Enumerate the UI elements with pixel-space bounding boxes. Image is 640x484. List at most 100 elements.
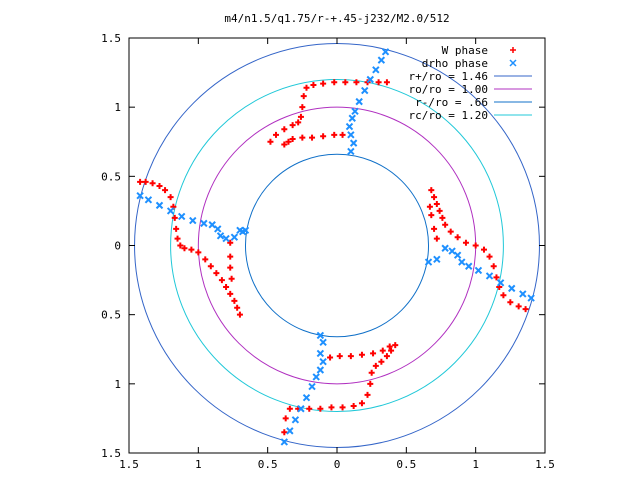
series-1-point [308, 382, 316, 391]
series-1-point [230, 233, 239, 241]
series-0-point [213, 270, 220, 277]
series-0-point [454, 234, 461, 241]
series-0-point [364, 391, 371, 398]
series-0-point [267, 138, 274, 145]
series-0-point [320, 133, 327, 140]
series-0-point [218, 277, 225, 284]
series-1-point [485, 272, 494, 280]
x-tick-label: 0 [334, 458, 341, 471]
series-1-point [465, 262, 473, 270]
series-0-point [202, 256, 209, 263]
series-0-point [309, 134, 316, 141]
series-0-point [383, 79, 390, 86]
series-1-point [177, 212, 186, 221]
series-0-point [162, 187, 169, 194]
series-1-point [297, 405, 305, 413]
series-0-point [281, 141, 288, 148]
series-1-point [189, 216, 197, 225]
series-0-point [379, 347, 386, 354]
series-1-point [458, 258, 466, 266]
series-0-point [515, 303, 522, 310]
series-0-point [207, 263, 214, 270]
legend-marker [510, 47, 516, 53]
series-0-point [227, 253, 234, 260]
series-1-point [372, 66, 380, 74]
series-0-point [285, 138, 292, 145]
series-0-point [289, 122, 296, 129]
series-0-point [303, 84, 310, 91]
series-0-point [378, 358, 385, 365]
circle-3 [170, 79, 504, 412]
series-0-point [331, 131, 338, 138]
series-1-point [316, 349, 325, 358]
series-0-point [281, 126, 288, 133]
series-0-point [167, 194, 174, 201]
series-1-point [433, 255, 441, 264]
series-0-point [386, 343, 393, 350]
series-0-point [439, 214, 446, 221]
series-0-point [431, 225, 438, 232]
series-0-point [500, 292, 507, 299]
series-1-point [347, 147, 355, 156]
series-1-point [316, 331, 325, 340]
series-1-point [351, 107, 359, 116]
series-0-point [299, 134, 306, 141]
series-1-point [348, 114, 356, 122]
series-0-point [493, 274, 500, 281]
series-0-point [442, 221, 449, 228]
series-0-point [367, 380, 374, 387]
series-0-point [300, 93, 307, 100]
series-0-point [480, 246, 487, 253]
series-0-point [490, 263, 497, 270]
series-1-point [508, 284, 516, 293]
series-0-point [137, 178, 144, 185]
series-1-point [286, 427, 294, 435]
series-0-point [327, 354, 334, 361]
series-0-point [426, 203, 433, 210]
series-0-point [234, 304, 241, 311]
series-1-point [319, 338, 327, 347]
series-0-point [231, 297, 238, 304]
series-0-point [436, 207, 443, 214]
series-0-point [156, 183, 163, 190]
series-1-point [312, 373, 320, 381]
legend-label: W phase [442, 44, 488, 57]
x-tick-label: 1.5 [535, 458, 555, 471]
series-0-point [171, 214, 178, 221]
y-tick-label: 1.5 [101, 32, 121, 45]
series-1-point [474, 266, 483, 275]
series-0-point [339, 404, 346, 411]
y-tick-label: 1.5 [101, 447, 121, 460]
series-0-point [320, 80, 327, 87]
series-0-point [295, 119, 302, 126]
series-0-point [272, 131, 279, 138]
x-tick-label: 0.5 [258, 458, 278, 471]
series-0-point [282, 415, 289, 422]
series-1-point [448, 247, 456, 255]
legend-label: rc/ro = 1.20 [409, 109, 488, 122]
series-0-point [336, 353, 343, 360]
series-1-point [291, 416, 300, 424]
series-0-point [328, 404, 335, 411]
series-0-point [522, 306, 529, 313]
chart-title: m4/n1.5/q1.75/r-+.45-j232/M2.0/512 [224, 12, 449, 25]
x-tick-label: 1 [472, 458, 479, 471]
y-tick-label: 1 [114, 378, 121, 391]
series-1-point [136, 191, 144, 200]
series-0-point [339, 131, 346, 138]
series-0-point [174, 235, 181, 242]
x-tick-label: 0.5 [396, 458, 416, 471]
series-0-point [375, 79, 382, 86]
series-1-point [166, 207, 175, 215]
series-0-point [353, 79, 360, 86]
series-0-point [149, 180, 156, 187]
series-1-point [381, 48, 390, 56]
series-1-point [236, 226, 244, 234]
series-1-point [319, 357, 327, 366]
series-1-point [144, 196, 153, 204]
circle-1 [197, 106, 477, 385]
series-0-point [227, 264, 234, 271]
series-0-point [392, 342, 399, 349]
series-0-point [358, 400, 365, 407]
